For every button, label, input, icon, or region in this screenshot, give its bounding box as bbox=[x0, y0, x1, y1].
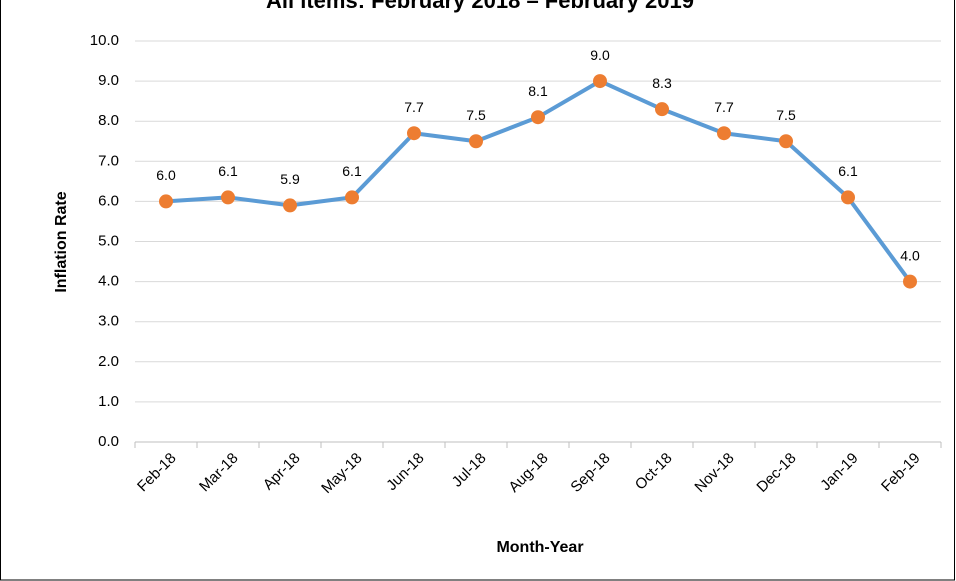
data-point bbox=[283, 198, 297, 213]
data-point bbox=[531, 110, 545, 125]
data-label: 4.0 bbox=[900, 247, 920, 263]
data-label: 6.0 bbox=[156, 167, 176, 183]
data-label: 7.7 bbox=[714, 99, 734, 115]
data-label: 8.3 bbox=[652, 75, 672, 91]
y-tick-label: 9.0 bbox=[98, 72, 119, 89]
y-tick-label: 6.0 bbox=[98, 192, 119, 209]
chart-title: All items: February 2018 – February 2019 bbox=[266, 0, 694, 13]
data-point bbox=[841, 190, 855, 205]
data-point bbox=[345, 190, 359, 205]
y-tick-label: 7.0 bbox=[98, 152, 119, 169]
data-point bbox=[655, 102, 669, 117]
y-tick-label: 5.0 bbox=[98, 232, 119, 249]
data-point bbox=[593, 74, 607, 89]
data-label: 7.5 bbox=[466, 107, 486, 123]
y-tick-label: 10.0 bbox=[90, 32, 119, 49]
data-point bbox=[159, 194, 173, 209]
y-tick-label: 3.0 bbox=[98, 313, 119, 330]
data-label: 6.1 bbox=[342, 163, 362, 179]
data-point bbox=[469, 134, 483, 149]
y-tick-label: 0.0 bbox=[98, 433, 119, 450]
data-label: 7.7 bbox=[404, 99, 424, 115]
y-axis-title: Inflation Rate bbox=[53, 191, 70, 292]
data-label: 7.5 bbox=[776, 107, 796, 123]
data-point bbox=[717, 126, 731, 141]
y-tick-label: 4.0 bbox=[98, 273, 119, 290]
y-tick-label: 1.0 bbox=[98, 393, 119, 410]
data-label: 8.1 bbox=[528, 83, 548, 99]
data-label: 6.1 bbox=[838, 163, 858, 179]
data-point bbox=[903, 274, 917, 289]
y-tick-label: 2.0 bbox=[98, 353, 119, 370]
data-label: 5.9 bbox=[280, 171, 300, 187]
data-label: 6.1 bbox=[218, 163, 238, 179]
data-label: 9.0 bbox=[590, 47, 610, 63]
data-point bbox=[407, 126, 421, 141]
y-tick-label: 8.0 bbox=[98, 112, 119, 129]
x-axis-title: Month-Year bbox=[496, 539, 583, 556]
data-point bbox=[221, 190, 235, 205]
data-point bbox=[779, 134, 793, 149]
